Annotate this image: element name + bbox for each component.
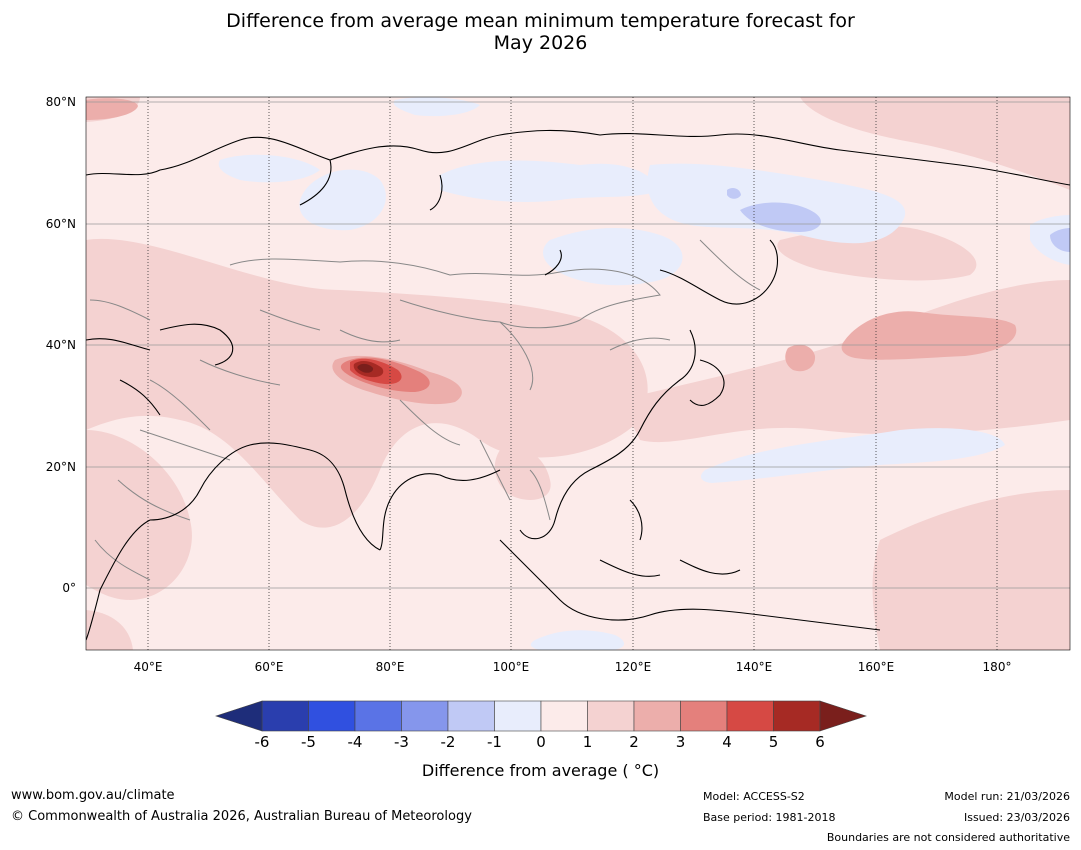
- lon-label-160e: 160°E: [857, 660, 895, 674]
- colorbar-bin: [354, 700, 402, 732]
- country-borders: [89, 239, 761, 581]
- lon-label-80e: 80°E: [375, 660, 405, 674]
- colorbar-bin: [680, 700, 728, 732]
- chart-title: Difference from average mean minimum tem…: [0, 10, 1081, 54]
- title-line-2: May 2026: [493, 32, 588, 54]
- lat-label-0: 0°: [62, 581, 76, 595]
- footer-copyright: © Commonwealth of Australia 2026, Austra…: [11, 809, 472, 824]
- footer-issued: Issued: 23/03/2026: [963, 811, 1070, 824]
- lon-label-140e: 140°E: [735, 660, 773, 674]
- colorbar-tick-label: -6: [254, 733, 270, 751]
- footer-base-period: Base period: 1981-2018: [703, 811, 836, 824]
- colorbar-tick-label: -5: [301, 733, 316, 751]
- lon-label-120e: 120°E: [614, 660, 652, 674]
- map-frame: [85, 96, 1071, 651]
- lat-label-20n: 20°N: [45, 460, 76, 474]
- colorbar-bin: [494, 700, 542, 732]
- colorbar-tick-label: -4: [347, 733, 363, 751]
- colorbar-tick-label: -1: [487, 733, 502, 751]
- lat-label-60n: 60°N: [45, 217, 76, 231]
- lon-label-180: 180°: [982, 660, 1012, 674]
- colorbar-tick-label: 5: [768, 733, 779, 751]
- colorbar-bin: [447, 700, 495, 732]
- longitude-gridlines: [147, 97, 998, 650]
- anomaly-above-6-region: [357, 363, 374, 373]
- footer-disclaimer: Boundaries are not considered authoritat…: [826, 831, 1070, 844]
- colorbar-bin: [773, 700, 821, 732]
- colorbar-tick-label: 2: [629, 733, 639, 751]
- anomaly-minus-2-to-minus-1-regions: [727, 187, 1070, 252]
- latitude-gridlines: [86, 101, 1070, 589]
- coastlines: [86, 129, 1070, 641]
- colorbar-tick-label: 6: [815, 733, 825, 751]
- colorbar-bin: [587, 700, 635, 732]
- footer-url[interactable]: www.bom.gov.au/climate: [11, 788, 175, 803]
- colorbar-bin: [633, 700, 681, 732]
- colorbar-tick-label: 3: [675, 733, 686, 751]
- lat-label-80n: 80°N: [45, 95, 76, 109]
- colorbar-tick-label: 4: [722, 733, 732, 751]
- colorbar-arrow-above: [819, 700, 867, 732]
- colorbar-tick-label: -2: [440, 733, 456, 751]
- lon-label-60e: 60°E: [254, 660, 284, 674]
- colorbar-bin: [726, 700, 774, 732]
- colorbar-bin: [261, 700, 309, 732]
- footer-model-run: Model run: 21/03/2026: [944, 790, 1070, 803]
- lat-label-40n: 40°N: [45, 338, 76, 352]
- colorbar-tick-label: 1: [582, 733, 593, 751]
- colorbar-label: Difference from average ( °C): [421, 761, 660, 780]
- colorbar-tick-label: -3: [394, 733, 409, 751]
- colorbar-arrow-below: [215, 700, 263, 732]
- forecast-map: [85, 96, 1071, 651]
- colorbar-bin: [401, 700, 449, 732]
- title-line-1: Difference from average mean minimum tem…: [226, 10, 855, 32]
- lon-label-100e: 100°E: [492, 660, 530, 674]
- colorbar-bin: [308, 700, 356, 732]
- lon-label-40e: 40°E: [133, 660, 163, 674]
- colorbar-tick-label: 0: [536, 733, 546, 751]
- footer-model: Model: ACCESS-S2: [703, 790, 805, 803]
- colorbar-bin: [540, 700, 588, 732]
